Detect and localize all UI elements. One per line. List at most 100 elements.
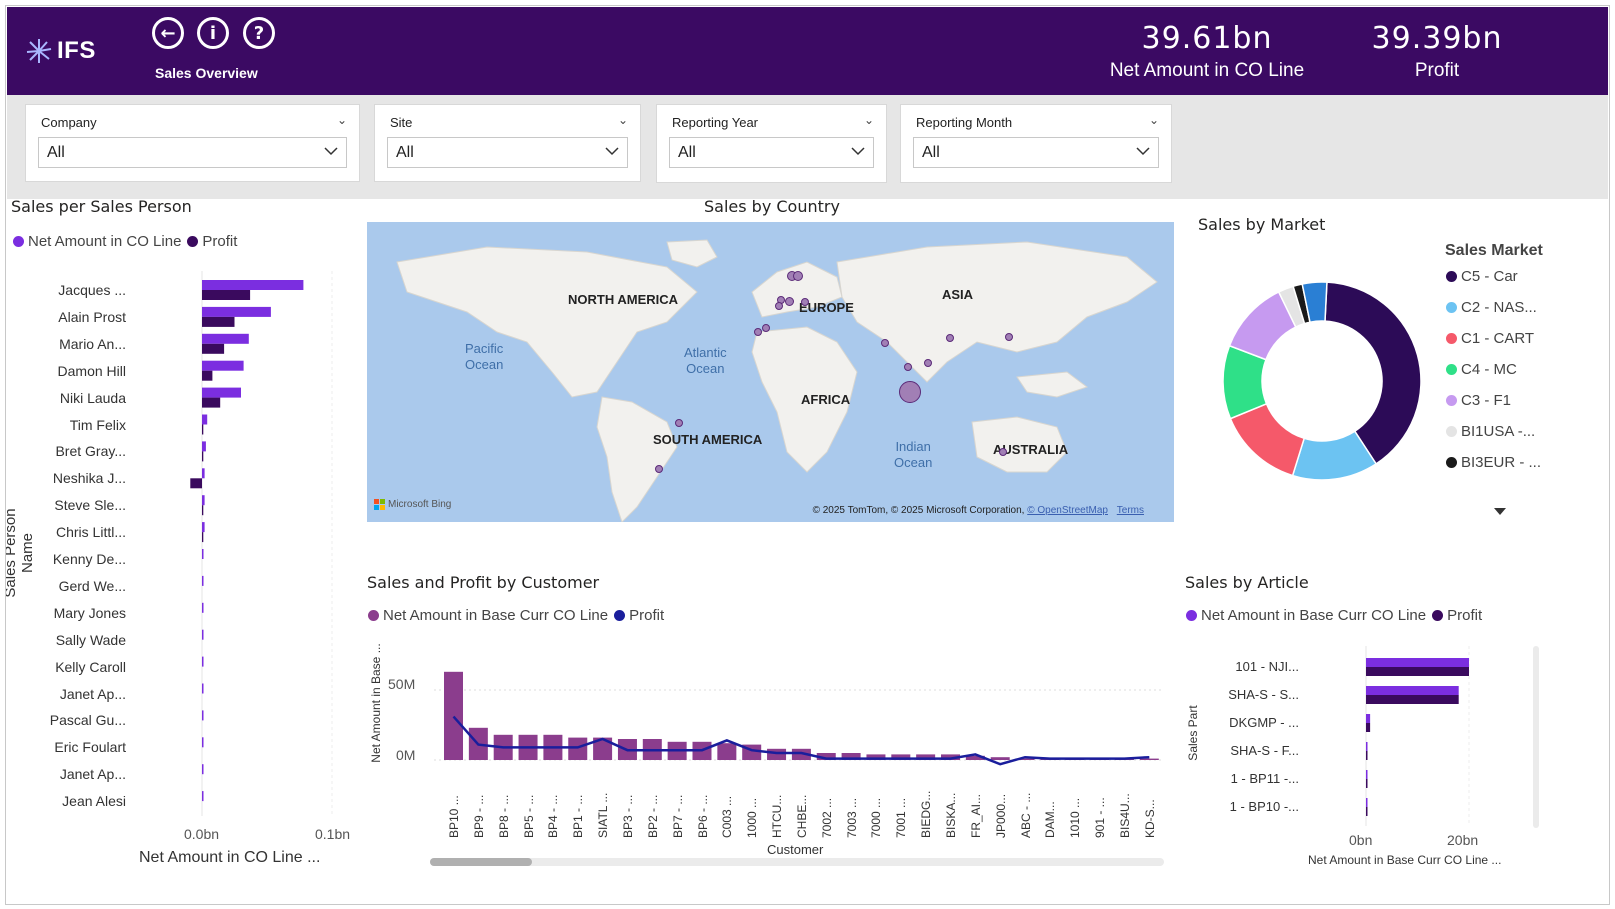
bar-profit[interactable] bbox=[202, 370, 213, 381]
bar-net-amount[interactable] bbox=[1366, 658, 1469, 667]
bar-net-amount[interactable] bbox=[568, 737, 588, 760]
bar-net-amount[interactable] bbox=[202, 441, 206, 452]
map-point[interactable] bbox=[999, 448, 1007, 456]
bar-net-amount[interactable] bbox=[916, 754, 936, 760]
bar-net-amount[interactable] bbox=[202, 468, 205, 479]
legend-label[interactable]: Profit bbox=[202, 233, 238, 250]
profit-line[interactable] bbox=[452, 715, 1150, 766]
bar-net-amount[interactable] bbox=[202, 280, 304, 290]
bar-net-amount[interactable] bbox=[1139, 758, 1159, 760]
country-map[interactable]: NORTH AMERICA EUROPE ASIA AFRICA SOUTH A… bbox=[367, 222, 1174, 522]
map-point[interactable] bbox=[1005, 333, 1013, 341]
map-point[interactable] bbox=[754, 328, 762, 336]
bar-net-amount[interactable] bbox=[202, 333, 249, 344]
bar-profit[interactable] bbox=[1366, 667, 1469, 676]
bar-net-amount[interactable] bbox=[717, 743, 737, 760]
bar-net-amount[interactable] bbox=[990, 757, 1010, 760]
bar-net-amount[interactable] bbox=[202, 522, 205, 533]
back-arrow-icon[interactable]: ← bbox=[152, 17, 184, 49]
bar-net-amount[interactable] bbox=[202, 710, 204, 721]
bar-net-amount[interactable] bbox=[444, 671, 463, 760]
market-legend-item[interactable]: BI1USA -... bbox=[1446, 423, 1535, 440]
bar-net-amount[interactable] bbox=[866, 754, 886, 760]
bar-net-amount[interactable] bbox=[791, 748, 811, 760]
market-legend-item[interactable]: BI3EUR - ... bbox=[1446, 454, 1541, 471]
donut-slice[interactable] bbox=[1324, 281, 1422, 465]
map-point[interactable] bbox=[924, 359, 932, 367]
bar-profit[interactable] bbox=[1366, 751, 1368, 760]
customer-scrollbar-track[interactable] bbox=[430, 858, 1164, 866]
market-legend-item[interactable]: C3 - F1 bbox=[1446, 392, 1511, 409]
legend-label[interactable]: Net Amount in Base Curr CO Line bbox=[383, 607, 609, 624]
site-dropdown[interactable]: All bbox=[387, 137, 628, 168]
market-legend-item[interactable]: C2 - NAS... bbox=[1446, 299, 1537, 316]
chevron-down-icon[interactable]: ⌄ bbox=[336, 113, 347, 127]
chevron-down-icon[interactable]: ⌄ bbox=[863, 113, 874, 127]
market-legend-item[interactable]: C4 - MC bbox=[1446, 361, 1517, 378]
bar-net-amount[interactable] bbox=[891, 754, 911, 760]
bar-net-amount[interactable] bbox=[1366, 714, 1371, 723]
map-point[interactable] bbox=[793, 271, 803, 281]
map-point[interactable] bbox=[881, 339, 889, 347]
bar-net-amount[interactable] bbox=[202, 656, 204, 667]
bar-profit[interactable] bbox=[202, 424, 204, 435]
bar-profit[interactable] bbox=[1366, 695, 1459, 704]
map-point[interactable] bbox=[785, 297, 794, 306]
reporting-year-dropdown[interactable]: All bbox=[669, 137, 874, 168]
bar-net-amount[interactable] bbox=[202, 387, 241, 398]
bar-profit[interactable] bbox=[202, 290, 251, 300]
reporting-month-dropdown[interactable]: All bbox=[913, 137, 1159, 168]
bar-net-amount[interactable] bbox=[593, 737, 613, 760]
legend-scroll-down-icon[interactable] bbox=[1494, 508, 1506, 516]
bar-net-amount[interactable] bbox=[1366, 770, 1368, 779]
bar-net-amount[interactable] bbox=[202, 791, 204, 802]
bar-net-amount[interactable] bbox=[202, 764, 204, 775]
bar-profit[interactable] bbox=[202, 532, 204, 543]
legend-label[interactable]: Net Amount in Base Curr CO Line bbox=[1201, 607, 1427, 624]
legend-label[interactable]: Net Amount in CO Line bbox=[28, 233, 182, 250]
bar-profit[interactable] bbox=[1366, 723, 1371, 732]
bar-net-amount[interactable] bbox=[202, 602, 204, 613]
map-point[interactable] bbox=[655, 465, 663, 473]
map-point[interactable] bbox=[946, 334, 954, 342]
map-point[interactable] bbox=[904, 363, 912, 371]
map-point[interactable] bbox=[762, 324, 770, 332]
company-dropdown[interactable]: All bbox=[38, 137, 347, 168]
chevron-down-icon[interactable]: ⌄ bbox=[617, 113, 628, 127]
osm-link[interactable]: © OpenStreetMap bbox=[1027, 505, 1108, 516]
bar-net-amount[interactable] bbox=[202, 306, 271, 317]
bar-net-amount[interactable] bbox=[202, 414, 208, 425]
bar-net-amount[interactable] bbox=[1366, 742, 1368, 751]
bar-net-amount[interactable] bbox=[841, 753, 861, 760]
article-scrollbar-track[interactable] bbox=[1533, 646, 1539, 828]
bar-net-amount[interactable] bbox=[767, 748, 787, 760]
bar-profit[interactable] bbox=[202, 397, 221, 408]
donut-slice[interactable] bbox=[1301, 281, 1328, 324]
bar-net-amount[interactable] bbox=[941, 754, 960, 760]
bar-profit[interactable] bbox=[190, 478, 202, 489]
map-point[interactable] bbox=[775, 302, 783, 310]
customer-scrollbar-thumb[interactable] bbox=[430, 858, 532, 866]
legend-label[interactable]: Profit bbox=[1447, 607, 1483, 624]
bar-net-amount[interactable] bbox=[202, 629, 204, 640]
bar-profit[interactable] bbox=[202, 343, 225, 354]
bar-net-amount[interactable] bbox=[1015, 758, 1035, 760]
map-point[interactable] bbox=[801, 298, 809, 306]
bar-net-amount[interactable] bbox=[965, 755, 985, 760]
map-point[interactable] bbox=[675, 419, 683, 427]
bar-net-amount[interactable] bbox=[1366, 798, 1368, 807]
bar-profit[interactable] bbox=[202, 505, 204, 516]
chevron-down-icon[interactable]: ⌄ bbox=[1148, 113, 1159, 127]
legend-label[interactable]: Profit bbox=[629, 607, 665, 624]
bar-net-amount[interactable] bbox=[202, 683, 204, 694]
terms-link[interactable]: Terms bbox=[1116, 505, 1144, 516]
bar-net-amount[interactable] bbox=[1366, 686, 1459, 695]
bar-profit[interactable] bbox=[202, 451, 204, 462]
bar-profit[interactable] bbox=[1366, 779, 1368, 788]
bar-profit[interactable] bbox=[202, 316, 235, 327]
bar-net-amount[interactable] bbox=[202, 549, 204, 559]
bar-net-amount[interactable] bbox=[202, 737, 204, 748]
market-legend-item[interactable]: C5 - Car bbox=[1446, 268, 1518, 285]
info-icon[interactable]: i bbox=[197, 17, 229, 49]
bar-net-amount[interactable] bbox=[202, 495, 205, 506]
